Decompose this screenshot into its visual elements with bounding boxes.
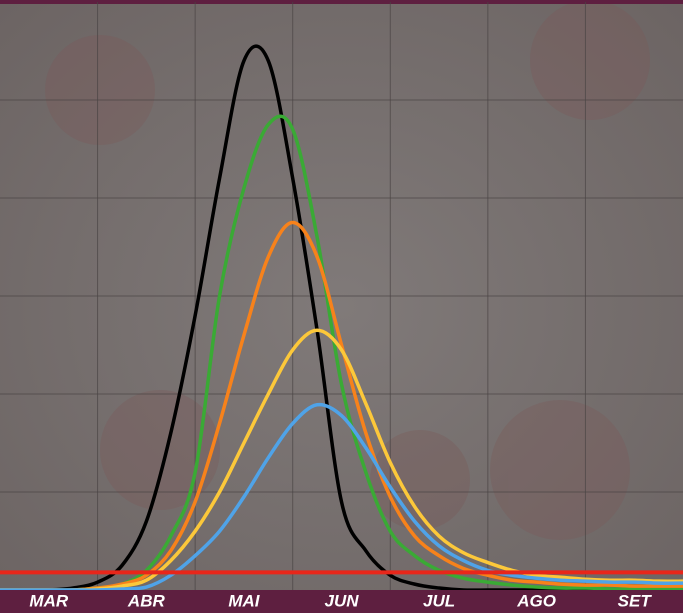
x-tick-label: JUN <box>324 591 359 610</box>
series-line <box>0 328 683 592</box>
x-tick-label: SET <box>618 591 653 610</box>
x-tick-label: ABR <box>127 591 166 610</box>
virus-decoration <box>45 0 650 540</box>
series-line <box>0 402 683 592</box>
top-bar <box>0 0 683 4</box>
x-tick-label: JUL <box>423 591 455 610</box>
bottom-bar <box>0 590 683 613</box>
x-tick-label: MAI <box>228 591 260 610</box>
x-tick-label: MAR <box>29 591 68 610</box>
x-tick-label: AGO <box>516 591 556 610</box>
series-line <box>0 220 683 592</box>
